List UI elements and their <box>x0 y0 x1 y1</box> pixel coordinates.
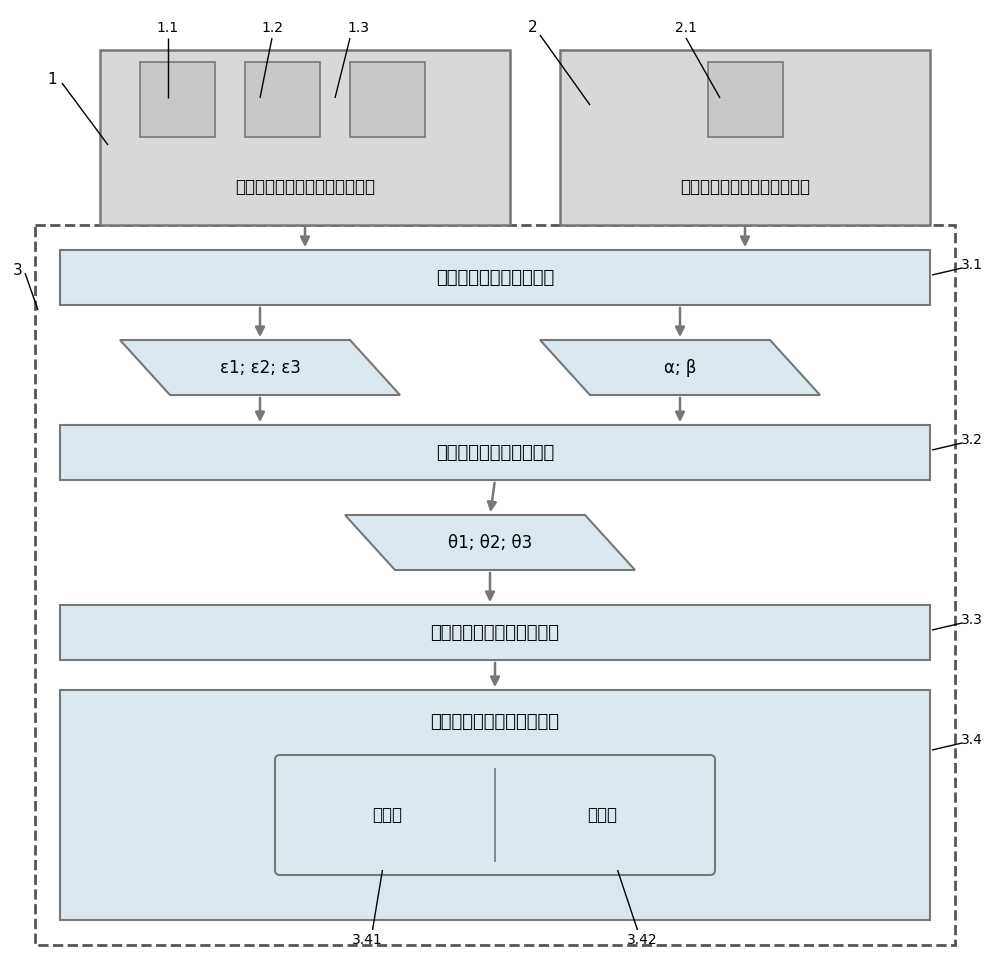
Bar <box>60 605 930 660</box>
Text: θ1; θ2; θ3: θ1; θ2; θ3 <box>448 533 532 552</box>
Text: 1.3: 1.3 <box>347 21 369 35</box>
Text: 3.42: 3.42 <box>627 933 658 947</box>
Polygon shape <box>540 340 820 395</box>
Text: 3.41: 3.41 <box>352 933 383 947</box>
Bar <box>245 62 320 137</box>
Text: ε1; ε2; ε3: ε1; ε2; ε3 <box>220 359 300 376</box>
Text: 1.1: 1.1 <box>157 21 179 35</box>
Polygon shape <box>120 340 400 395</box>
Text: 反钓挖掘机机械臂姿态测里部件: 反钓挖掘机机械臂姿态测里部件 <box>235 178 375 196</box>
Bar <box>60 250 930 305</box>
Text: 3.3: 3.3 <box>961 613 983 627</box>
Bar <box>140 62 215 137</box>
Bar <box>60 425 930 480</box>
Bar <box>100 50 510 225</box>
Text: 1.2: 1.2 <box>261 21 283 35</box>
Bar <box>60 690 930 920</box>
Text: 姿态传感器数据采集单件: 姿态传感器数据采集单件 <box>436 269 554 286</box>
Text: 3.4: 3.4 <box>961 733 983 747</box>
Text: 2: 2 <box>528 21 538 35</box>
Text: α; β: α; β <box>664 359 696 376</box>
Text: 1: 1 <box>47 73 57 87</box>
Text: 3.2: 3.2 <box>961 433 983 447</box>
Bar <box>35 225 955 945</box>
Text: 倒斜传感器角度换算单件: 倒斜传感器角度换算单件 <box>436 444 554 462</box>
Bar <box>350 62 425 137</box>
Polygon shape <box>345 515 635 570</box>
Bar <box>708 62 782 137</box>
Bar <box>560 50 930 225</box>
Text: 3: 3 <box>13 263 23 277</box>
Text: 3.1: 3.1 <box>961 258 983 272</box>
Text: 显示屏: 显示屏 <box>372 806 402 824</box>
FancyBboxPatch shape <box>275 755 715 875</box>
Text: 扩音器: 扩音器 <box>588 806 618 824</box>
Text: 2.1: 2.1 <box>675 21 697 35</box>
Text: 最大挖掘力量引导提示单件: 最大挖掘力量引导提示单件 <box>430 713 560 731</box>
Text: 反钓挖掘机底座姿态测里部件: 反钓挖掘机底座姿态测里部件 <box>680 178 810 196</box>
Text: 最大挖掘力量角度计算单件: 最大挖掘力量角度计算单件 <box>430 623 560 642</box>
